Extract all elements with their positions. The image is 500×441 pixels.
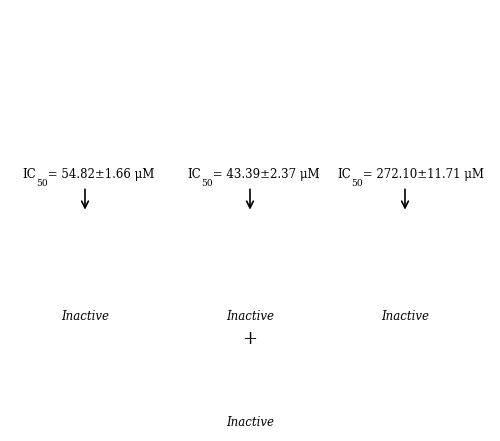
Text: Inactive: Inactive — [381, 310, 429, 323]
Text: IC: IC — [23, 168, 36, 181]
Text: 50: 50 — [202, 179, 213, 188]
Text: 50: 50 — [36, 179, 48, 188]
Text: +: + — [242, 330, 258, 348]
Text: = 272.10±11.71 μM: = 272.10±11.71 μM — [358, 168, 484, 181]
Text: Inactive: Inactive — [226, 416, 274, 430]
Text: IC: IC — [338, 168, 351, 181]
Text: Inactive: Inactive — [61, 310, 109, 323]
Text: 50: 50 — [351, 179, 362, 188]
Text: Inactive: Inactive — [226, 310, 274, 323]
Text: IC: IC — [188, 168, 202, 181]
Text: = 54.82±1.66 μM: = 54.82±1.66 μM — [44, 168, 154, 181]
Text: = 43.39±2.37 μM: = 43.39±2.37 μM — [209, 168, 320, 181]
